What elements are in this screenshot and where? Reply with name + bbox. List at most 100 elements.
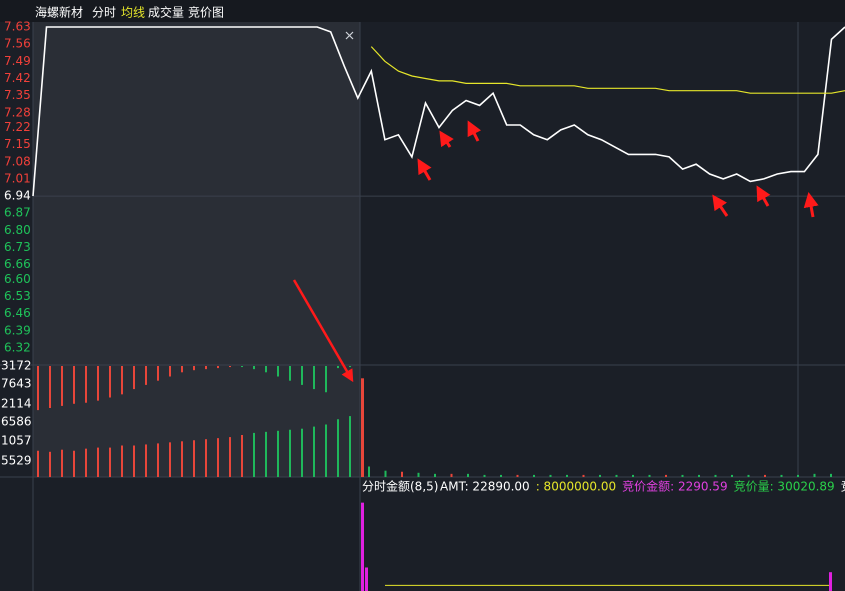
- volume-bar: [61, 366, 63, 406]
- volume-bar: [253, 432, 255, 477]
- volume-bar: [813, 473, 816, 477]
- volume-bar: [97, 447, 99, 477]
- volume-axis-label: 2114: [1, 397, 32, 411]
- header-bar: [0, 0, 845, 22]
- arrow: [439, 130, 454, 148]
- volume-bar: [301, 366, 303, 385]
- volume-axis-label: 1057: [1, 434, 32, 448]
- volume-bar: [133, 366, 135, 390]
- volume-bar: [289, 366, 291, 381]
- volume-bar: [49, 366, 51, 408]
- volume-axis-label: 5529: [1, 454, 32, 468]
- amount-bar: [361, 502, 364, 591]
- volume-bar: [615, 474, 618, 477]
- indicator-legend: AMT: 22890.00: [440, 480, 530, 494]
- arrow: [712, 194, 729, 217]
- y-tick-label: 6.53: [4, 289, 31, 303]
- volume-bar: [384, 470, 387, 477]
- volume-axis-label: 3172: [1, 359, 32, 373]
- volume-bar: [205, 366, 207, 370]
- volume-bar: [467, 473, 469, 477]
- volume-bar: [205, 439, 207, 477]
- y-tick-label: 7.01: [4, 171, 31, 185]
- volume-bar: [361, 378, 364, 477]
- volume-bar: [337, 419, 339, 477]
- volume-bar: [121, 366, 123, 395]
- volume-bar: [325, 366, 327, 393]
- volume-bar: [181, 441, 183, 477]
- volume-bar: [533, 474, 535, 477]
- close-icon[interactable]: [345, 31, 354, 40]
- volume-bar: [169, 442, 171, 477]
- volume-bar: [797, 474, 799, 477]
- annotations: [292, 120, 819, 383]
- volume-bar: [549, 474, 552, 477]
- volume-bar: [169, 366, 171, 377]
- volume-bar: [747, 474, 750, 477]
- volume-bar: [582, 474, 585, 477]
- indicator-legend: 竞价金额: 2290.59: [622, 479, 727, 494]
- volume-bar: [145, 366, 147, 385]
- indicator-legend: : 8000000.00: [536, 480, 616, 494]
- indicator-legend: 竞价占: [841, 479, 845, 494]
- close-stroke[interactable]: [345, 31, 354, 40]
- indicator-title: 分时金额(8,5): [362, 479, 438, 494]
- volume-bar: [516, 474, 519, 477]
- y-tick-label: 6.60: [4, 272, 31, 286]
- volume-bar: [133, 445, 135, 477]
- y-tick-label: 7.08: [4, 154, 31, 168]
- arrow: [756, 185, 771, 207]
- volume-bar: [289, 429, 291, 477]
- volume-bar: [85, 366, 87, 403]
- volume-bar: [830, 473, 832, 477]
- price-line: [32, 26, 845, 197]
- volume-bar: [780, 474, 783, 477]
- panel-tab: 成交量: [148, 5, 184, 20]
- y-tick-label: 6.73: [4, 240, 31, 254]
- volume-bar: [632, 474, 634, 477]
- volume-bar: [157, 366, 159, 381]
- volume-bar: [483, 474, 486, 477]
- volume-bar: [337, 366, 339, 369]
- volume-bar: [253, 366, 255, 370]
- arrow: [803, 192, 819, 218]
- volume-bar: [73, 366, 75, 404]
- volume-bar: [325, 424, 327, 477]
- arrow: [467, 120, 482, 142]
- volume-bar: [368, 466, 370, 477]
- arrow: [292, 279, 354, 383]
- volume-bar: [401, 471, 403, 477]
- indicator-legend: 竞价量: 30020.89: [734, 480, 835, 494]
- volume-bar: [313, 426, 315, 477]
- volume-bar: [241, 435, 243, 477]
- volume-bar: [181, 366, 183, 373]
- volume-bar: [277, 430, 279, 477]
- volume-bar: [265, 431, 267, 477]
- y-tick-label: 6.39: [4, 323, 31, 337]
- volume-bar: [193, 366, 195, 371]
- volume-bar: [193, 440, 195, 477]
- y-tick-label: 6.66: [4, 257, 31, 271]
- volume-bar: [698, 474, 700, 477]
- volume-bar: [73, 450, 75, 477]
- y-tick-label: 7.56: [4, 37, 31, 51]
- volume-bar: [500, 474, 502, 477]
- y-tick-label: 6.32: [4, 341, 31, 355]
- amount-bar: [829, 572, 832, 591]
- y-tick-label: 6.94: [4, 189, 31, 203]
- volume-bar: [349, 416, 351, 477]
- volume-bar: [97, 366, 99, 401]
- y-tick-label: 6.87: [4, 206, 31, 220]
- volume-bar: [450, 473, 453, 477]
- arrow: [417, 158, 432, 181]
- volume-bar: [229, 437, 231, 477]
- stock-name: 海螺新材: [35, 5, 83, 20]
- volume-bar: [301, 428, 303, 477]
- volume-bar: [109, 447, 111, 477]
- volume-bar: [217, 366, 219, 369]
- volume-bar: [265, 366, 267, 373]
- volume-bar: [313, 366, 315, 390]
- volume-bar: [37, 366, 39, 411]
- volume-axis-label: 7643: [1, 377, 32, 391]
